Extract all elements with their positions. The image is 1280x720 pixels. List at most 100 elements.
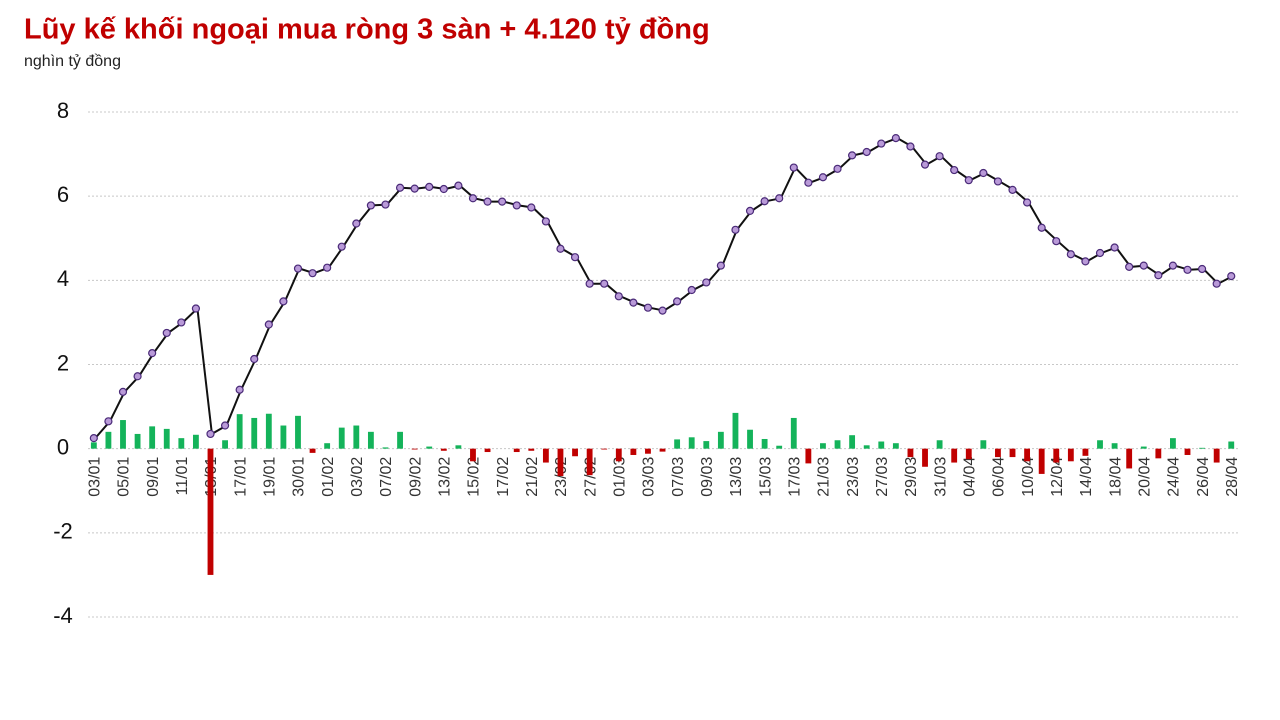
line-marker — [585, 279, 594, 288]
bar — [178, 438, 185, 449]
bar — [324, 443, 331, 449]
line-marker — [177, 318, 186, 327]
line-marker — [1168, 261, 1178, 270]
bar — [134, 433, 141, 449]
bar — [1184, 448, 1191, 455]
chart-title: Lũy kế khối ngoại mua ròng 3 sàn + 4.120… — [24, 14, 710, 46]
x-tick-label: 01/03 — [611, 457, 628, 497]
bar — [542, 448, 549, 463]
line-marker — [425, 182, 434, 192]
line-marker — [512, 201, 521, 210]
bar — [426, 446, 433, 449]
bar — [411, 448, 418, 450]
line-marker — [89, 434, 98, 443]
x-tick-label: 21/03 — [816, 457, 833, 497]
x-tick-label: 11/01 — [174, 457, 191, 496]
line-marker — [541, 217, 550, 226]
bar — [659, 448, 666, 452]
line-marker — [104, 417, 113, 426]
bar — [1155, 448, 1162, 459]
bar — [1038, 448, 1045, 474]
bar — [922, 448, 928, 467]
line-marker — [1139, 261, 1148, 270]
x-tick-label: 17/02 — [495, 457, 512, 497]
bar — [1009, 448, 1016, 458]
x-tick-label: 06/04 — [991, 457, 1008, 497]
bar — [1228, 441, 1235, 449]
line-marker — [1022, 198, 1032, 207]
bar — [995, 448, 1001, 458]
bar — [761, 438, 768, 449]
bar — [776, 445, 783, 449]
line-marker — [964, 176, 973, 185]
line-marker — [1227, 272, 1236, 281]
x-tick-label: 31/03 — [932, 457, 949, 497]
x-tick-label: 21/02 — [524, 457, 541, 497]
bar — [1199, 447, 1206, 449]
x-tick-label: 09/03 — [699, 457, 716, 497]
x-tick-label: 03/02 — [349, 457, 366, 497]
bar — [1140, 446, 1147, 449]
line-marker — [264, 320, 273, 329]
line-marker — [337, 242, 346, 251]
bar — [1097, 440, 1103, 449]
line-marker — [702, 278, 711, 287]
line-marker — [1052, 237, 1061, 246]
x-tick-label: 24/04 — [1166, 457, 1183, 497]
y-tick-label: 0 — [57, 434, 69, 459]
bar — [863, 445, 870, 449]
line-marker — [1095, 248, 1105, 258]
x-tick-label: 15/02 — [466, 457, 483, 497]
bar — [820, 443, 826, 449]
line-marker — [1066, 250, 1075, 259]
line-marker — [1008, 185, 1017, 194]
line-marker — [308, 269, 317, 278]
line-marker — [848, 151, 857, 160]
x-tick-label: 09/02 — [407, 457, 424, 497]
bar — [1213, 448, 1220, 463]
line-marker — [731, 225, 740, 234]
x-tick-label: 26/04 — [1195, 457, 1212, 497]
x-tick-label: 10/04 — [1020, 457, 1037, 497]
x-tick-label: 13/03 — [728, 457, 745, 497]
line-marker — [818, 173, 828, 182]
x-tick-label: 13/02 — [436, 457, 453, 497]
line-marker — [920, 160, 930, 169]
x-tick-label: 07/02 — [378, 457, 395, 497]
bar — [353, 425, 360, 449]
x-tick-label: 18/04 — [1107, 457, 1124, 497]
x-tick-label: 01/02 — [320, 457, 337, 497]
bar — [586, 448, 593, 476]
line-marker — [235, 385, 244, 394]
x-tick-label: 09/01 — [145, 457, 162, 497]
bar — [732, 412, 739, 449]
line-marker — [614, 292, 623, 301]
y-tick-label: 4 — [57, 266, 69, 291]
line-marker — [833, 164, 842, 173]
bar — [455, 445, 462, 449]
bar — [834, 440, 841, 449]
line-marker — [570, 253, 580, 262]
line-marker — [206, 429, 215, 439]
bar — [367, 431, 374, 449]
bar — [907, 448, 914, 458]
line-marker — [468, 194, 478, 203]
x-tick-label: 27/02 — [582, 457, 599, 497]
bar — [338, 427, 345, 449]
line-marker — [220, 421, 230, 430]
line-marker — [687, 285, 696, 295]
line-marker — [498, 197, 507, 206]
line-marker — [381, 200, 390, 209]
bar — [251, 417, 258, 449]
line-marker — [191, 304, 201, 313]
line-marker — [118, 387, 128, 396]
line-marker — [410, 184, 419, 193]
line-marker — [745, 206, 755, 215]
line-marker — [148, 349, 157, 358]
bar — [645, 448, 651, 454]
line-marker — [891, 133, 900, 143]
x-tick-label: 03/01 — [87, 457, 104, 497]
line-marker — [1125, 262, 1134, 271]
bar — [1082, 448, 1089, 456]
